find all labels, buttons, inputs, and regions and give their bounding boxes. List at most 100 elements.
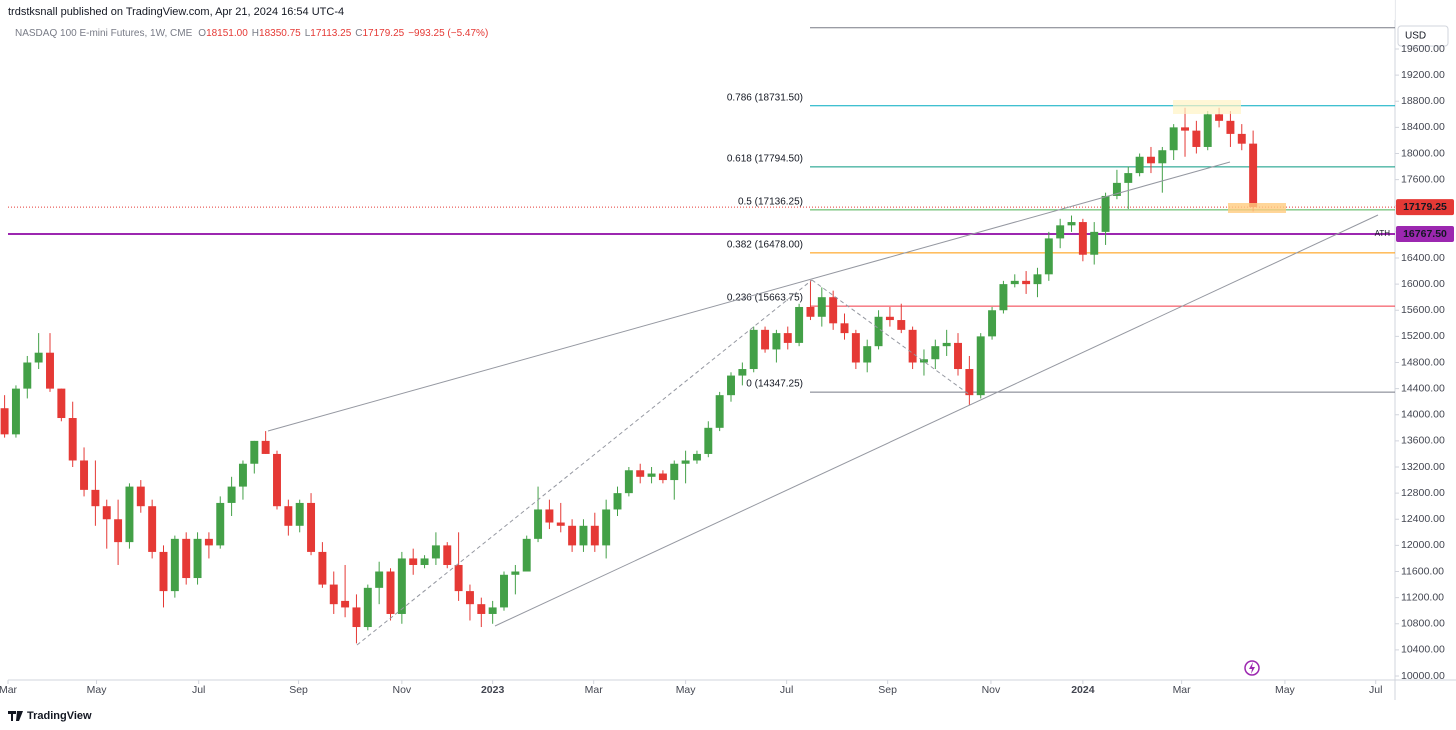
candle-body bbox=[727, 375, 735, 396]
currency-box[interactable] bbox=[1397, 25, 1449, 47]
y-tick-label: 16000.00 bbox=[1401, 278, 1445, 290]
x-tick-label: 2024 bbox=[1071, 684, 1095, 696]
candle bbox=[1226, 111, 1235, 147]
candle-body bbox=[545, 509, 554, 523]
candle-body bbox=[34, 352, 43, 363]
y-tick-label: 14000.00 bbox=[1401, 409, 1445, 421]
candle bbox=[1033, 267, 1042, 298]
candle bbox=[11, 385, 20, 438]
highlight-box bbox=[1173, 100, 1241, 114]
candle-body bbox=[954, 342, 962, 370]
highlight-box bbox=[1228, 203, 1286, 213]
x-tick-label: Jul bbox=[780, 684, 793, 696]
candle-body bbox=[919, 359, 928, 363]
candle-body bbox=[647, 473, 656, 477]
ohlc-key: H bbox=[252, 28, 259, 39]
x-tick-label: Sep bbox=[289, 684, 308, 696]
candle bbox=[352, 594, 361, 644]
candle bbox=[647, 467, 656, 484]
candle-body bbox=[1010, 280, 1019, 285]
candle-body bbox=[488, 607, 497, 614]
candle-body bbox=[874, 316, 883, 347]
candle-body bbox=[806, 306, 815, 317]
candle-body bbox=[1090, 231, 1099, 255]
candle-body bbox=[795, 306, 804, 343]
candle bbox=[250, 440, 259, 474]
candle bbox=[727, 372, 735, 402]
candle bbox=[954, 333, 962, 376]
candle bbox=[772, 329, 781, 363]
candle bbox=[579, 519, 588, 552]
y-tick-label: 19600.00 bbox=[1401, 43, 1445, 55]
candle bbox=[931, 339, 940, 370]
bolt bbox=[1249, 662, 1255, 674]
candle bbox=[216, 496, 225, 549]
y-tick-label: 12800.00 bbox=[1401, 487, 1445, 499]
candle-body bbox=[885, 316, 894, 321]
y-tick-label: 11600.00 bbox=[1401, 565, 1444, 577]
candle-body bbox=[1135, 156, 1144, 174]
candle-body bbox=[91, 489, 100, 507]
ohlc-value: 18151.00 bbox=[206, 28, 248, 39]
candle bbox=[443, 542, 452, 569]
x-tick-label: Jul bbox=[192, 684, 205, 696]
trend-line bbox=[811, 279, 971, 396]
candle bbox=[1022, 271, 1031, 294]
candle bbox=[704, 421, 713, 458]
candle bbox=[829, 290, 838, 330]
candle-body bbox=[420, 558, 429, 565]
candle bbox=[1249, 130, 1258, 212]
candle bbox=[534, 486, 543, 543]
candle-body bbox=[57, 388, 66, 419]
candle bbox=[1056, 218, 1065, 249]
ohlc-key: C bbox=[355, 28, 362, 39]
ath-tag bbox=[1396, 225, 1454, 242]
candle-body bbox=[182, 538, 191, 579]
candle-body bbox=[318, 551, 327, 585]
candle-body bbox=[1044, 238, 1053, 275]
candle-body bbox=[102, 506, 111, 520]
candle-body bbox=[1237, 133, 1246, 144]
candle-body bbox=[170, 538, 179, 592]
candle-body bbox=[863, 346, 872, 363]
candle-body bbox=[80, 460, 89, 490]
candle-body bbox=[0, 408, 9, 435]
candle bbox=[988, 306, 997, 340]
candle bbox=[159, 545, 168, 608]
candle bbox=[420, 555, 429, 569]
x-tick-label: 2023 bbox=[481, 684, 505, 696]
candle-body bbox=[159, 551, 168, 592]
candle bbox=[80, 447, 89, 497]
candle bbox=[692, 450, 701, 464]
candle bbox=[874, 310, 883, 350]
ath-tag-label: 16767.50 bbox=[1403, 228, 1447, 240]
candle-body bbox=[976, 336, 985, 396]
bolt-icon[interactable] bbox=[1244, 660, 1260, 676]
candle-body bbox=[1112, 182, 1121, 196]
candle bbox=[273, 450, 281, 510]
candle-body bbox=[363, 587, 372, 628]
candle bbox=[307, 493, 316, 556]
candle-body bbox=[238, 463, 247, 487]
candle-body bbox=[715, 395, 724, 428]
candle-body bbox=[761, 329, 770, 350]
candle bbox=[295, 499, 304, 533]
candle bbox=[613, 486, 622, 516]
symbol: NASDAQ 100 E-mini Futures, 1W, CME bbox=[15, 28, 193, 39]
fib-label: 0 (14347.25) bbox=[746, 379, 803, 390]
candle bbox=[590, 512, 599, 552]
candle bbox=[522, 535, 531, 572]
change: −993.25 (−5.47%) bbox=[408, 28, 488, 39]
candle-body bbox=[68, 418, 77, 461]
x-tick-label: Sep bbox=[878, 684, 897, 696]
candle-body bbox=[216, 502, 225, 546]
candle bbox=[568, 519, 577, 552]
y-tick-label: 11200.00 bbox=[1401, 591, 1444, 603]
candle-body bbox=[602, 509, 611, 546]
candle bbox=[1158, 146, 1167, 193]
x-tick-label: May bbox=[1275, 684, 1296, 696]
drawings bbox=[267, 100, 1379, 646]
y-tick-label: 18000.00 bbox=[1401, 147, 1445, 159]
candle bbox=[817, 287, 826, 327]
